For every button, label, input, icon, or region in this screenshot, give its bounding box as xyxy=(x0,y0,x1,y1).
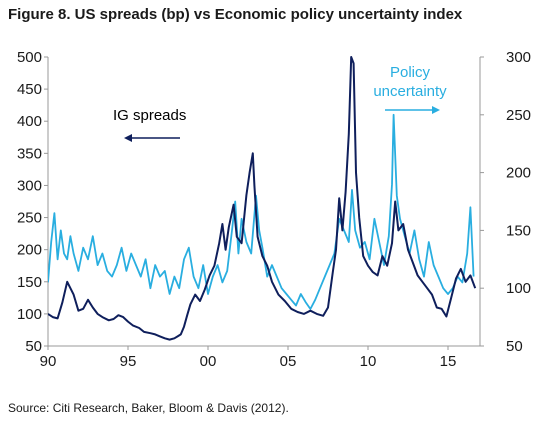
right-tick-label: 200 xyxy=(506,165,531,182)
right-tick-label: 300 xyxy=(506,49,531,66)
x-tick-label: 00 xyxy=(200,353,217,370)
left-tick-label: 150 xyxy=(17,274,42,291)
x-tick-label: 05 xyxy=(280,353,297,370)
left-tick-label: 350 xyxy=(17,145,42,162)
x-tick-label: 90 xyxy=(40,353,57,370)
right-tick-label: 100 xyxy=(506,280,531,297)
left-tick-label: 400 xyxy=(17,113,42,130)
left-tick-label: 200 xyxy=(17,242,42,259)
left-arrow-icon xyxy=(124,134,180,142)
left-tick-label: 100 xyxy=(17,306,42,323)
left-tick-label: 300 xyxy=(17,177,42,194)
left-tick-label: 250 xyxy=(17,210,42,227)
ig-spreads-annotation: IG spreads xyxy=(113,107,186,124)
left-axis-ticks: 50 100 150 200 250 300 350 400 450 500 xyxy=(17,49,48,355)
left-tick-label: 500 xyxy=(17,49,42,66)
right-tick-label: 250 xyxy=(506,107,531,124)
source-note: Source: Citi Research, Baker, Bloom & Da… xyxy=(8,401,289,415)
chart-title: Figure 8. US spreads (bp) vs Economic po… xyxy=(8,6,463,23)
x-axis-ticks: 90 95 00 05 10 15 xyxy=(40,346,457,370)
axes xyxy=(47,57,481,347)
left-tick-label: 50 xyxy=(25,338,42,355)
policy-annotation-line1: Policy xyxy=(390,64,431,81)
policy-annotation-line2: uncertainty xyxy=(373,83,447,100)
right-arrow-icon xyxy=(385,106,440,114)
series-layer xyxy=(48,56,477,341)
x-tick-label: 15 xyxy=(440,353,457,370)
ig-spreads-series-line xyxy=(48,56,477,341)
right-axis-ticks: 50 100 150 200 250 300 xyxy=(480,49,531,355)
left-tick-label: 450 xyxy=(17,81,42,98)
policy-uncertainty-series-line xyxy=(48,113,475,310)
x-tick-label: 95 xyxy=(120,353,137,370)
x-tick-label: 10 xyxy=(360,353,377,370)
right-tick-label: 50 xyxy=(506,338,523,355)
right-tick-label: 150 xyxy=(506,222,531,239)
